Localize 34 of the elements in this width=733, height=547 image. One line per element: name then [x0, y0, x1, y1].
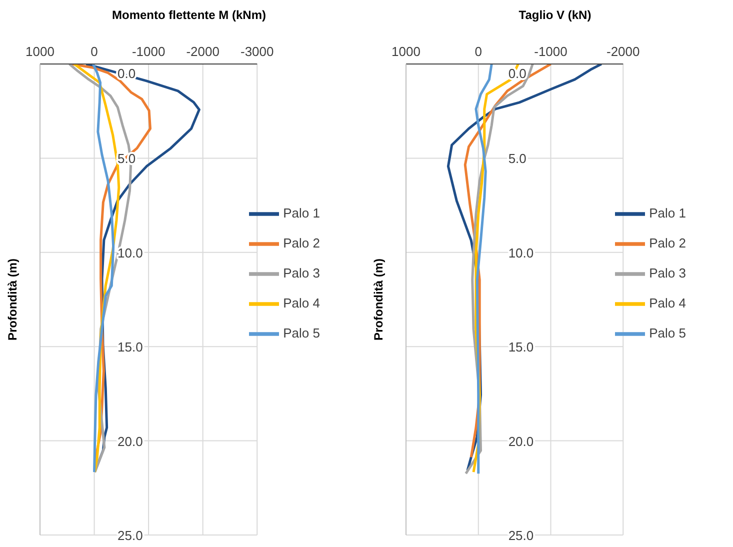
legend-label: Palo 1 — [283, 204, 320, 220]
legend-label: Palo 2 — [649, 234, 686, 250]
y-tick-label: 20.0 — [508, 434, 534, 449]
y-tick-label: 5.0 — [508, 151, 526, 166]
chart-title: Momento flettente M (kNm) — [111, 8, 267, 22]
y-tick-label: 25.0 — [118, 528, 143, 543]
x-tick-label: 1000 — [26, 44, 54, 59]
legend-label: Palo 5 — [649, 324, 686, 340]
x-tick-label: -1000 — [534, 44, 568, 59]
x-tick-label: -3000 — [240, 44, 274, 59]
y-tick-label: 25.0 — [508, 528, 534, 543]
legend-label: Palo 4 — [283, 294, 320, 310]
x-tick-label: 0 — [474, 44, 482, 59]
x-tick-label: 1000 — [392, 44, 420, 59]
y-axis-title: Profondità (m) — [5, 258, 20, 340]
legend-label: Palo 3 — [283, 264, 320, 280]
chart-title: Taglio V (kN) — [518, 8, 592, 22]
legend-label: Palo 3 — [649, 264, 686, 280]
x-tick-label: -1000 — [132, 44, 166, 59]
legend-label: Palo 4 — [649, 294, 686, 310]
legend-label: Palo 1 — [649, 204, 686, 220]
x-tick-label: -2000 — [606, 44, 640, 59]
y-tick-label: 20.0 — [118, 434, 143, 449]
y-tick-label: 10.0 — [508, 245, 534, 260]
x-tick-label: 0 — [90, 44, 98, 59]
legend-label: Palo 5 — [283, 324, 320, 340]
y-axis-title: Profondità (m) — [371, 258, 386, 340]
y-tick-label: 15.0 — [118, 340, 143, 355]
line-series — [474, 64, 493, 475]
x-tick-label: -2000 — [186, 44, 220, 59]
y-tick-label: 10.0 — [118, 245, 143, 260]
legend-label: Palo 2 — [283, 234, 320, 250]
line-series — [92, 64, 115, 474]
y-tick-label: 15.0 — [508, 340, 534, 355]
